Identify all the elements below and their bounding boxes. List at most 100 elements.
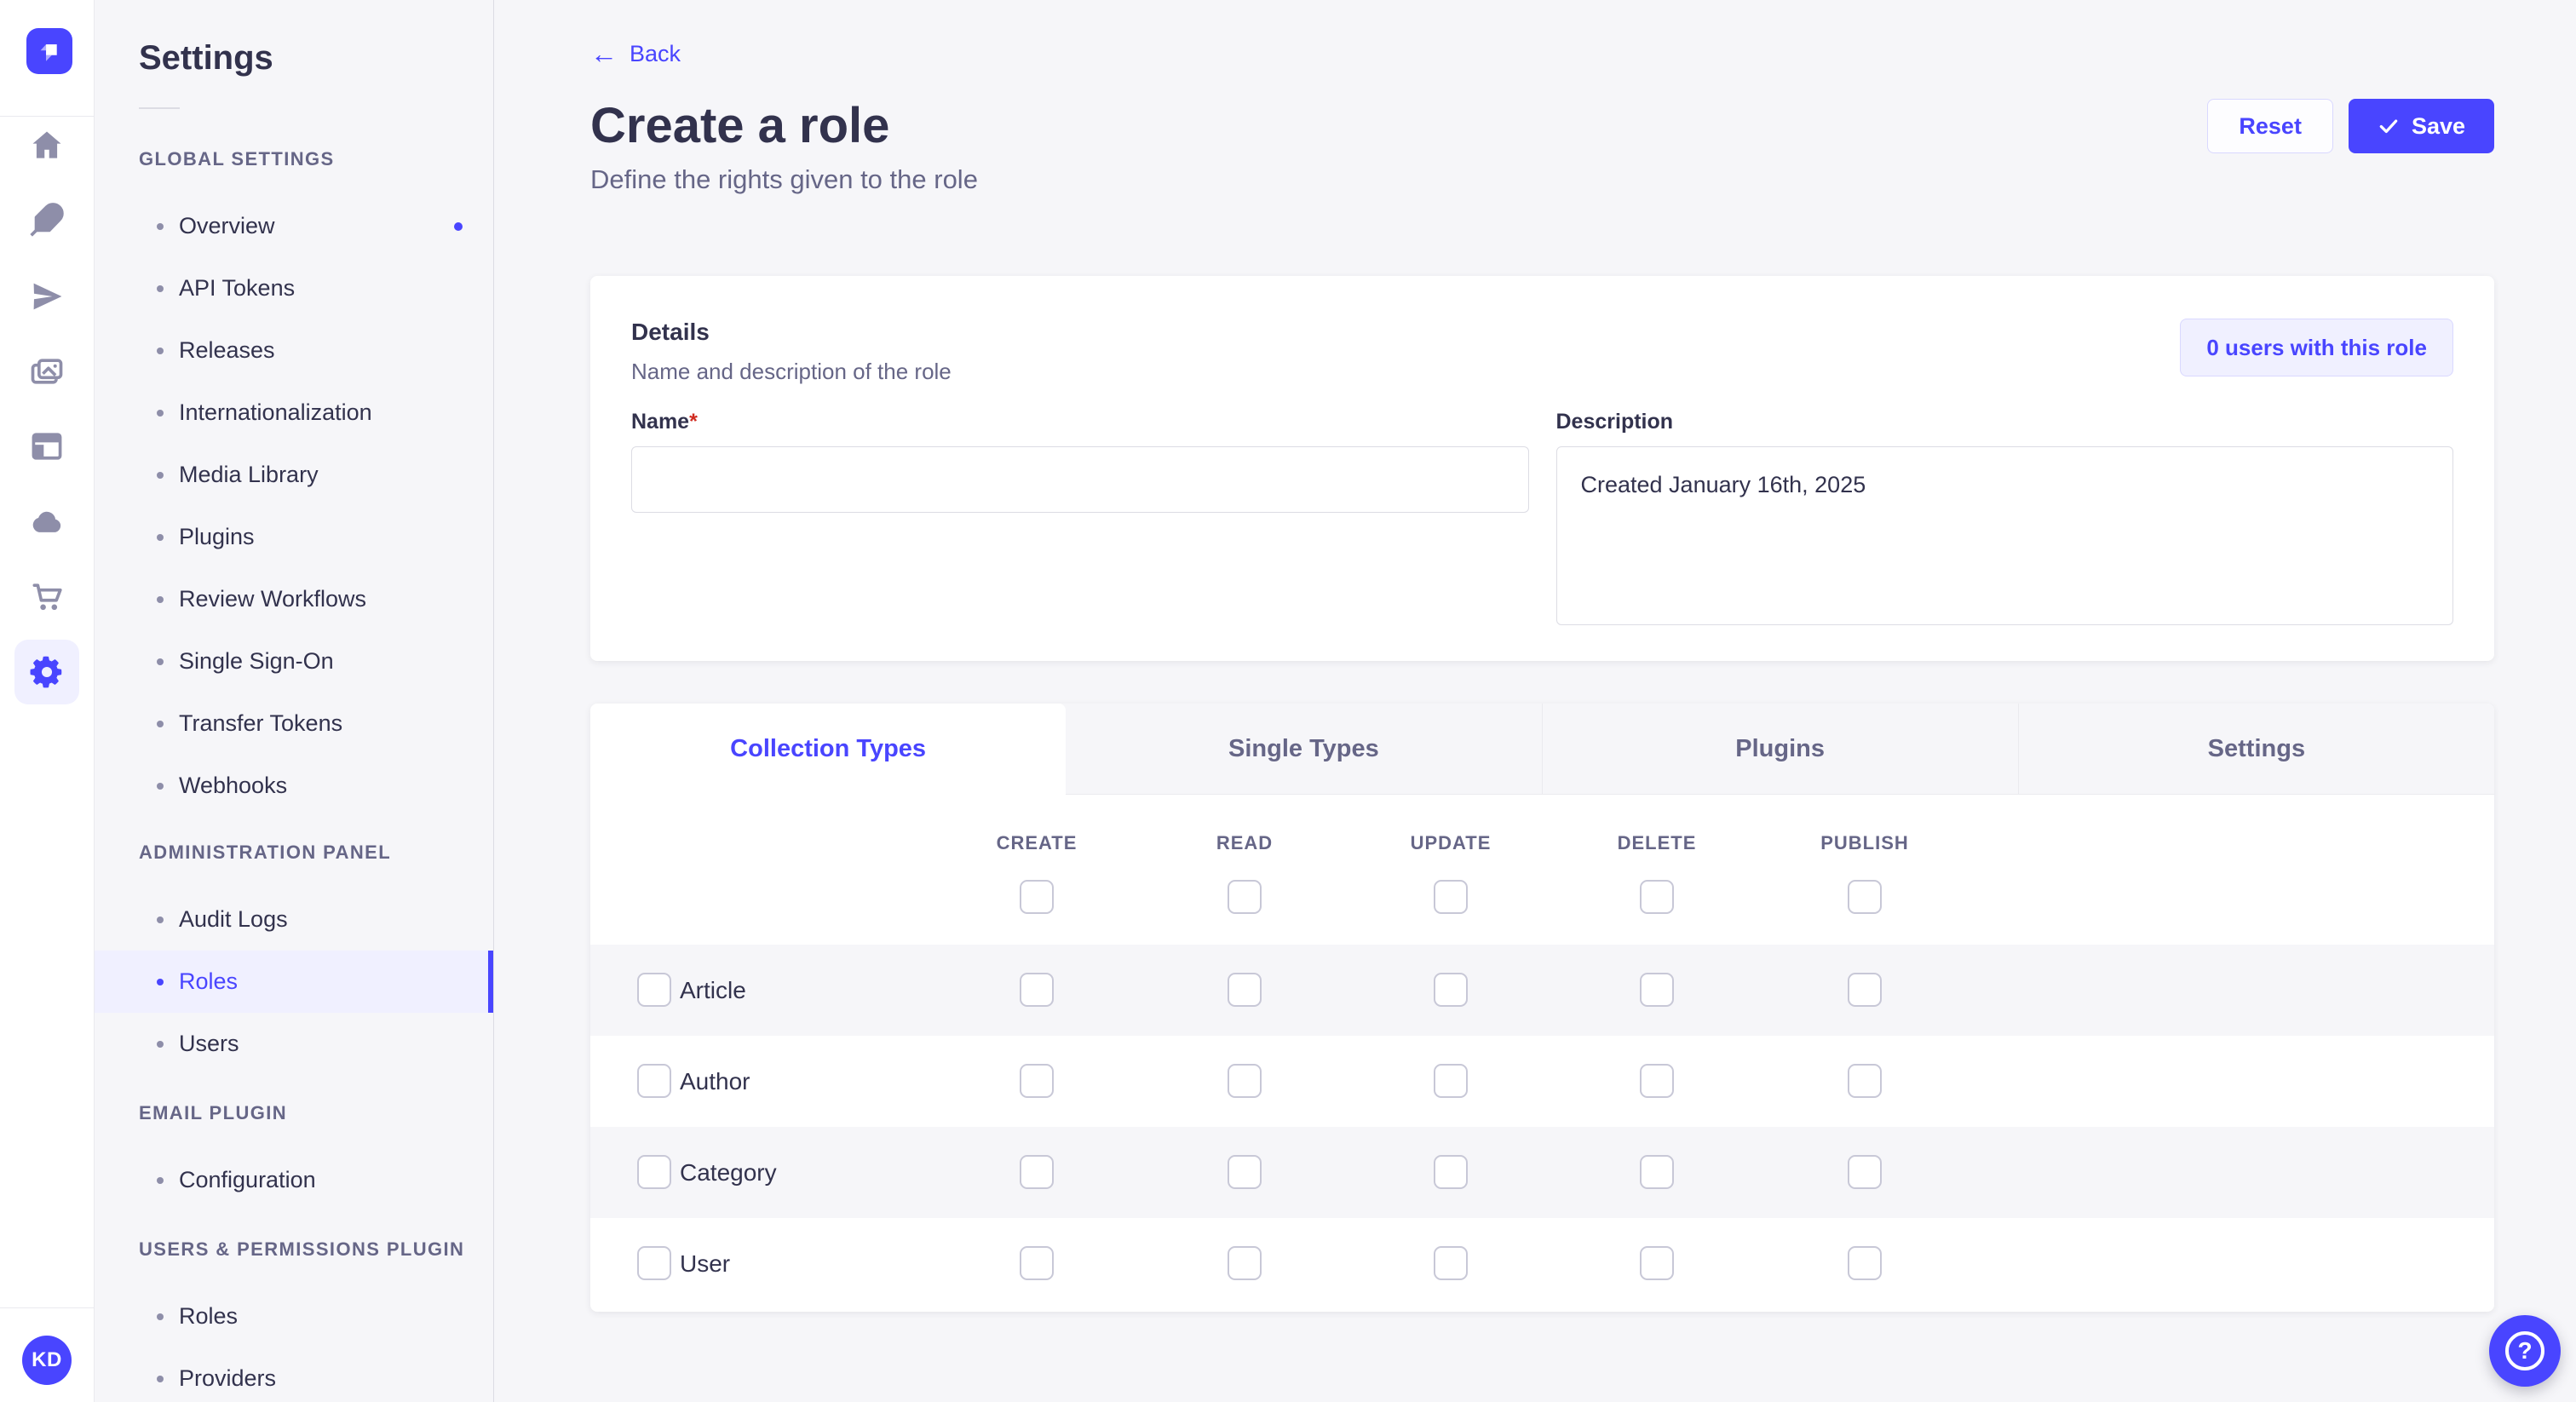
sidebar-item-label: Roles (179, 1303, 239, 1329)
bullet-icon (157, 782, 164, 790)
author-update-checkbox[interactable] (1434, 1064, 1468, 1098)
bullet-icon (157, 978, 164, 985)
name-input[interactable] (631, 446, 1529, 513)
author-read-checkbox[interactable] (1228, 1064, 1262, 1098)
reset-button[interactable]: Reset (2207, 99, 2333, 153)
details-card: Details Name and description of the role… (590, 276, 2494, 661)
nav-section-label-global-settings: GLOBAL SETTINGS (139, 148, 335, 170)
active-rail-item-background (14, 640, 79, 704)
category-create-checkbox[interactable] (1020, 1155, 1054, 1189)
help-button[interactable]: ? (2489, 1315, 2561, 1387)
sidebar-item-roles-admin[interactable]: Roles (95, 951, 493, 1013)
rail-divider (0, 116, 94, 117)
author-create-checkbox[interactable] (1020, 1064, 1054, 1098)
sidebar-item-label: Transfer Tokens (179, 710, 343, 736)
subnav-title: Settings (139, 39, 273, 77)
author-delete-checkbox[interactable] (1640, 1064, 1674, 1098)
permissions-table-header: CREATE READ UPDATE DELETE PUBLISH (590, 795, 2494, 945)
sidebar-item-configuration[interactable]: Configuration (95, 1149, 493, 1211)
user-update-checkbox[interactable] (1434, 1246, 1468, 1280)
bullet-icon (157, 658, 164, 665)
sidebar-item-review-workflows[interactable]: Review Workflows (95, 568, 493, 630)
description-field-group: Description Created January 16th, 2025 (1555, 409, 2453, 629)
page-title: Create a role (590, 98, 890, 153)
select-all-create-checkbox[interactable] (1020, 880, 1054, 914)
user-create-checkbox[interactable] (1020, 1246, 1054, 1280)
article-update-checkbox[interactable] (1434, 973, 1468, 1007)
column-header-read: READ (1216, 832, 1274, 853)
save-button[interactable]: Save (2348, 99, 2494, 153)
sidebar-item-releases[interactable]: Releases (95, 319, 493, 382)
category-update-checkbox[interactable] (1434, 1155, 1468, 1189)
row-select-checkbox[interactable] (637, 1155, 671, 1189)
sidebar-item-roles-up[interactable]: Roles (95, 1285, 493, 1347)
nav-section-label-email-plugin: EMAIL PLUGIN (139, 1102, 288, 1123)
details-card-subtitle: Name and description of the role (631, 359, 952, 384)
paper-plane-icon[interactable] (26, 276, 67, 317)
user-read-checkbox[interactable] (1228, 1246, 1262, 1280)
sidebar-item-label: Plugins (179, 524, 255, 549)
sidebar-item-media-library[interactable]: Media Library (95, 444, 493, 506)
layout-icon[interactable] (26, 426, 67, 467)
column-header-delete: DELETE (1617, 832, 1697, 853)
category-read-checkbox[interactable] (1228, 1155, 1262, 1189)
tab-plugins[interactable]: Plugins (1541, 704, 2018, 794)
sidebar-item-users[interactable]: Users (95, 1013, 493, 1075)
select-all-update-checkbox[interactable] (1434, 880, 1468, 914)
sidebar-item-plugins[interactable]: Plugins (95, 506, 493, 568)
nav-section-label-administration-panel: ADMINISTRATION PANEL (139, 842, 392, 863)
cloud-icon[interactable] (26, 502, 67, 543)
user-publish-checkbox[interactable] (1848, 1246, 1882, 1280)
sidebar-item-transfer-tokens[interactable]: Transfer Tokens (95, 692, 493, 755)
sidebar-item-api-tokens[interactable]: API Tokens (95, 257, 493, 319)
user-delete-checkbox[interactable] (1640, 1246, 1674, 1280)
row-select-checkbox[interactable] (637, 973, 671, 1007)
tab-settings[interactable]: Settings (2017, 704, 2494, 794)
column-header-publish: PUBLISH (1820, 832, 1909, 853)
select-all-read-checkbox[interactable] (1228, 880, 1262, 914)
article-publish-checkbox[interactable] (1848, 973, 1882, 1007)
article-delete-checkbox[interactable] (1640, 973, 1674, 1007)
row-select-checkbox[interactable] (637, 1064, 671, 1098)
bullet-icon (157, 284, 164, 292)
home-icon[interactable] (26, 125, 67, 166)
article-create-checkbox[interactable] (1020, 973, 1054, 1007)
select-all-delete-checkbox[interactable] (1640, 880, 1674, 914)
bullet-icon (157, 347, 164, 354)
description-field-label: Description (1555, 410, 1674, 434)
back-link[interactable]: ← Back (590, 39, 681, 68)
sidebar-item-label: Releases (179, 337, 275, 363)
category-publish-checkbox[interactable] (1848, 1155, 1882, 1189)
sidebar-item-overview[interactable]: Overview (95, 195, 493, 257)
media-library-icon[interactable] (26, 351, 67, 392)
sidebar-item-audit-logs[interactable]: Audit Logs (95, 888, 493, 951)
sidebar-item-internationalization[interactable]: Internationalization (95, 382, 493, 444)
article-read-checkbox[interactable] (1228, 973, 1262, 1007)
bullet-icon (157, 409, 164, 417)
feather-icon[interactable] (26, 199, 67, 240)
avatar[interactable]: KD (22, 1336, 72, 1385)
tab-collection-types[interactable]: Collection Types (590, 704, 1067, 795)
tab-single-types[interactable]: Single Types (1228, 734, 1379, 762)
strapi-logo[interactable] (26, 28, 72, 74)
bullet-icon (157, 720, 164, 727)
sidebar-item-single-sign-on[interactable]: Single Sign-On (95, 630, 493, 692)
cart-icon[interactable] (26, 576, 67, 617)
strapi-logo-icon (40, 44, 57, 61)
category-delete-checkbox[interactable] (1640, 1155, 1674, 1189)
select-all-publish-checkbox[interactable] (1848, 880, 1882, 914)
sidebar-item-label: Audit Logs (179, 906, 288, 932)
author-publish-checkbox[interactable] (1848, 1064, 1882, 1098)
table-row-article: Article (590, 945, 2494, 1036)
page-subtitle: Define the rights given to the role (590, 164, 978, 194)
description-textarea[interactable]: Created January 16th, 2025 (1555, 446, 2453, 625)
sidebar-item-webhooks[interactable]: Webhooks (95, 755, 493, 817)
required-asterisk: * (689, 410, 698, 434)
users-with-role-badge[interactable]: 0 users with this role (2180, 319, 2453, 376)
sidebar-item-providers[interactable]: Providers (95, 1347, 493, 1402)
sidebar-item-label: API Tokens (179, 275, 296, 301)
bullet-icon (157, 222, 164, 230)
settings-gear-icon[interactable] (26, 652, 67, 692)
row-select-checkbox[interactable] (637, 1246, 671, 1280)
permissions-tabs: Collection Types Single Types Plugins Se… (590, 704, 2494, 795)
